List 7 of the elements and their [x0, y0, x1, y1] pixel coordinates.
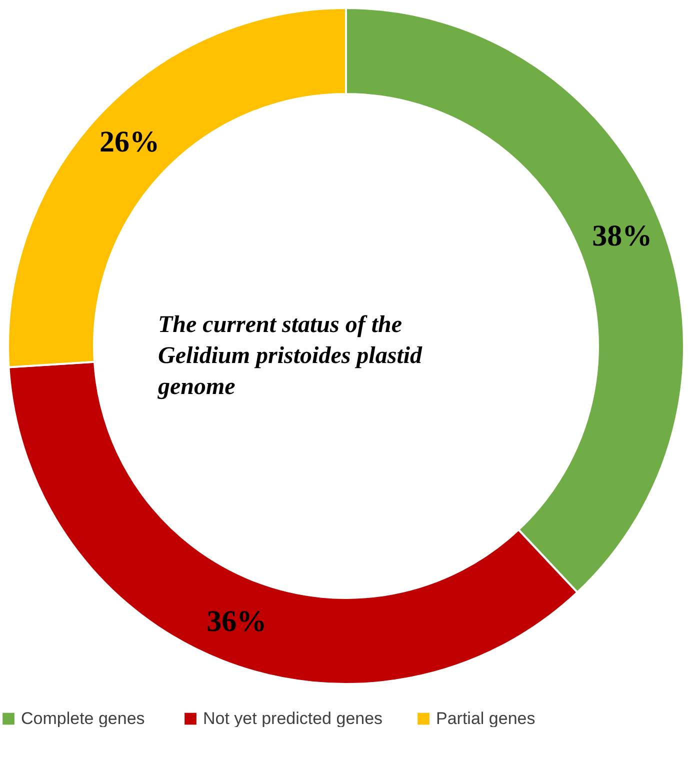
data-label: 36%: [206, 605, 267, 638]
data-label: 38%: [592, 220, 652, 253]
text: The current status of the Gelidium pristoides plastid genome: [157, 312, 424, 400]
legend-label: Partial genes: [436, 708, 536, 728]
data-label: 26%: [99, 126, 160, 159]
legend-label: Not yet predicted genes: [203, 708, 383, 728]
legend-label: Complete genes: [21, 708, 145, 728]
